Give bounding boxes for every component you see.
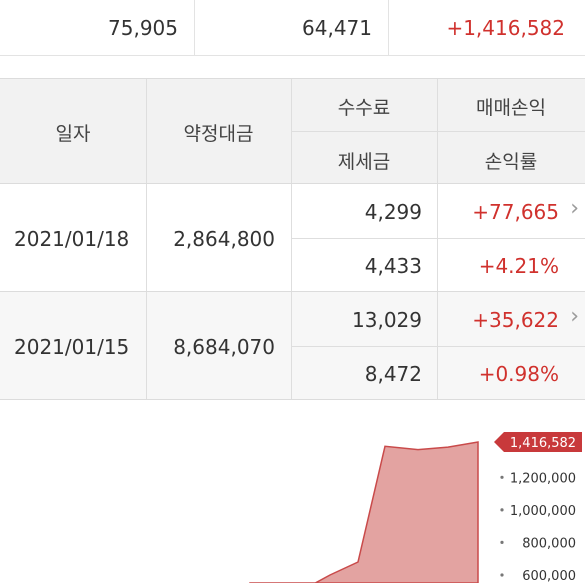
profit-area-chart: 1,200,000 1,000,000 800,000 600,000 1,416,58…	[249, 432, 582, 583]
row-date: 2021/01/18	[14, 227, 130, 251]
header-rate: 손익률	[484, 151, 538, 173]
y-tick-label: 1,200,000	[510, 471, 576, 486]
row-amount: 2,864,800	[173, 227, 275, 251]
y-tick-dot	[500, 508, 504, 512]
trade-table: 일자 약정대금 수수료 제세금 매매손익 손익률 2021/01/18 2,86…	[0, 78, 585, 400]
y-tick-dot	[500, 573, 504, 577]
summary-profit-total: +1,416,582	[446, 16, 565, 40]
profit-area-series	[249, 441, 479, 583]
table-row[interactable]: 2021/01/18 2,864,800 4,299 4,433 +77,665…	[0, 184, 585, 292]
header-profit: 매매손익	[476, 97, 546, 119]
summary-fee-total: 75,905	[0, 0, 195, 56]
header-fee: 수수료	[337, 97, 391, 119]
row-amount: 8,684,070	[173, 335, 275, 359]
row-fee: 4,299	[364, 200, 422, 224]
row-date: 2021/01/15	[14, 335, 130, 359]
profit-chart: 1,200,000 1,000,000 800,000 600,000 1,416,58…	[0, 403, 585, 583]
row-profit: +77,665	[472, 200, 559, 224]
header-amount: 약정대금	[183, 123, 254, 145]
table-header: 일자 약정대금 수수료 제세금 매매손익 손익률	[0, 78, 585, 184]
row-tax: 8,472	[364, 362, 422, 386]
header-date: 일자	[55, 123, 91, 145]
row-rate: +4.21%	[478, 254, 559, 278]
y-tick-dot	[500, 540, 504, 544]
row-fee: 13,029	[352, 308, 422, 332]
y-tick-label: 800,000	[522, 536, 576, 551]
table-row[interactable]: 2021/01/15 8,684,070 13,029 8,472 +35,62…	[0, 292, 585, 400]
header-tax: 제세금	[337, 151, 391, 173]
summary-tax-total: 64,471	[195, 0, 389, 56]
y-tick-label: 1,000,000	[510, 504, 576, 519]
current-value-flag	[494, 432, 582, 452]
chevron-right-icon[interactable]: ›	[570, 304, 579, 329]
y-tick-label: 600,000	[522, 569, 576, 583]
current-value-label: 1,416,582	[510, 436, 576, 451]
chevron-right-icon[interactable]: ›	[570, 196, 579, 221]
y-tick-dot	[500, 475, 504, 479]
row-profit: +35,622	[472, 308, 559, 332]
section-gap	[0, 56, 585, 78]
row-rate: +0.98%	[478, 362, 559, 386]
row-tax: 4,433	[364, 254, 422, 278]
summary-row: 75,905 64,471 +1,416,582	[0, 0, 585, 56]
